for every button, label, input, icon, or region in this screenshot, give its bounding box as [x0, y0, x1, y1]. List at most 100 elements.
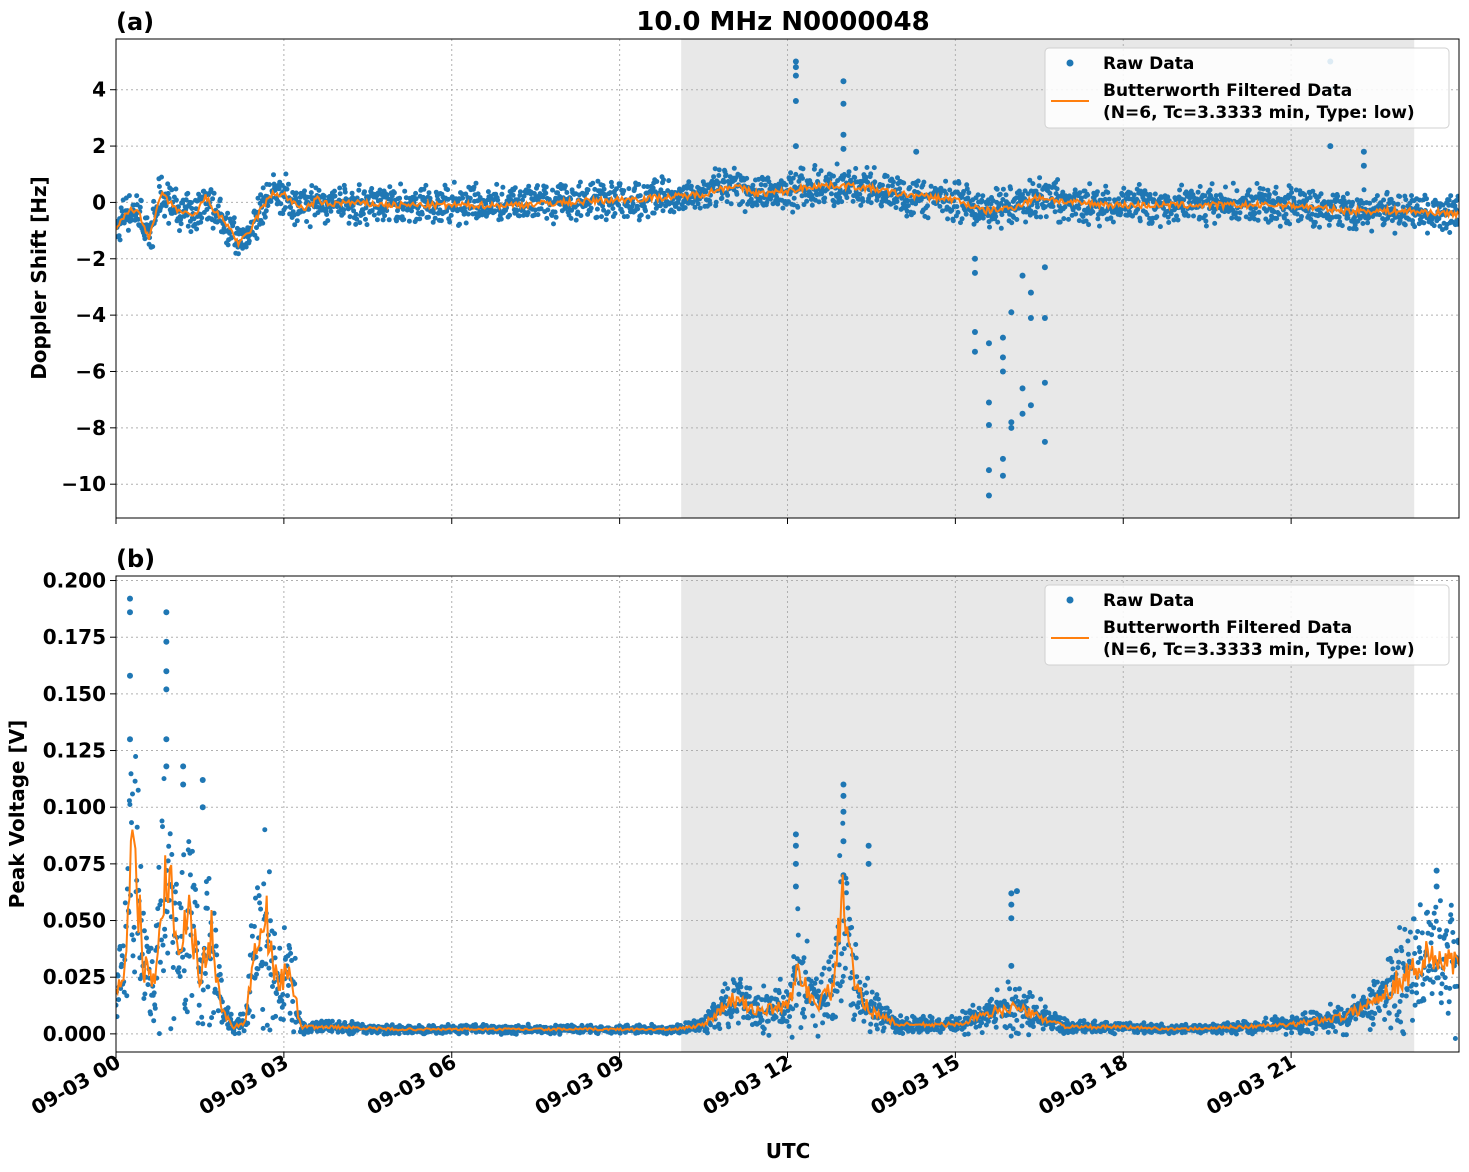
raw-data-point — [1019, 272, 1026, 279]
raw-data-point — [792, 64, 799, 71]
raw-data-point — [840, 78, 847, 85]
raw-data-point — [180, 781, 187, 788]
raw-data-point — [126, 595, 133, 602]
raw-data-point — [999, 455, 1006, 462]
legend-filtered-params: (N=6, Tc=3.3333 min, Type: low) — [1103, 103, 1415, 123]
raw-data-point — [1360, 148, 1367, 155]
raw-data-point — [792, 831, 799, 838]
raw-data-point — [1008, 915, 1015, 922]
legend-box — [1044, 47, 1450, 129]
raw-data-point — [985, 422, 992, 429]
filtered-data-line — [116, 829, 1459, 1032]
raw-data-point — [840, 781, 847, 788]
raw-data-point — [163, 668, 170, 675]
raw-data-point — [1041, 379, 1048, 386]
raw-data-point — [199, 777, 206, 783]
raw-data-point — [840, 792, 847, 799]
raw-data-point — [840, 145, 847, 152]
figure-title: 10.0 MHz N0000048 — [636, 7, 929, 37]
raw-data-band — [116, 754, 1459, 1041]
legend-raw-label: Raw Data — [1103, 54, 1194, 74]
y-tick-label: 0.125 — [43, 739, 106, 763]
raw-data-point — [865, 842, 872, 849]
raw-data-point — [792, 72, 799, 79]
x-tick-label: 09-03 09 — [531, 1050, 629, 1120]
raw-data-point — [913, 148, 920, 155]
raw-data-point — [1041, 314, 1048, 321]
raw-data-point — [1433, 883, 1440, 890]
raw-data-point — [1013, 888, 1020, 895]
y-tick-label: −6 — [75, 359, 106, 383]
raw-data-point — [163, 736, 170, 743]
legend-filtered-label: Butterworth Filtered Data — [1103, 81, 1352, 101]
raw-data-point — [840, 838, 847, 845]
raw-data-point — [865, 860, 872, 867]
raw-data-point — [792, 842, 799, 849]
raw-data-point — [985, 467, 992, 474]
raw-data-point — [1019, 385, 1026, 392]
panel-a-label: (a) — [116, 8, 154, 36]
x-tick-label: 09-03 21 — [1202, 1050, 1300, 1120]
legend-filtered-label: Butterworth Filtered Data — [1103, 618, 1352, 638]
y-tick-label: 0.025 — [43, 965, 106, 989]
y-tick-label: 0.000 — [43, 1022, 106, 1046]
raw-data-point — [1019, 410, 1026, 417]
panel-b-plot: 0.200 0.175 0.150 0.125 0.100 0.075 0.050 0.025… — [43, 569, 1460, 1058]
y-tick-label: −10 — [61, 472, 106, 496]
panel-b-y-axis-label: Peak Voltage [V] — [5, 720, 29, 909]
raw-data-point — [971, 329, 978, 336]
raw-data-point — [1008, 962, 1015, 969]
raw-data-point — [1008, 419, 1015, 426]
raw-data-point — [1027, 402, 1034, 409]
raw-data-point — [792, 860, 799, 867]
raw-data-point — [792, 58, 799, 65]
raw-data-point — [971, 348, 978, 355]
raw-data-point — [792, 883, 799, 890]
raw-data-point — [163, 638, 170, 645]
raw-data-point — [1041, 438, 1048, 445]
raw-data-band — [116, 161, 1459, 257]
raw-data-point — [985, 340, 992, 347]
raw-data-point — [999, 354, 1006, 361]
legend-raw-marker — [1066, 596, 1074, 604]
legend-box — [1044, 584, 1450, 666]
raw-data-point — [999, 368, 1006, 375]
x-axis-label: UTC — [766, 1139, 811, 1163]
raw-data-point — [840, 131, 847, 138]
x-tick-label: 09-03 00 — [27, 1050, 125, 1120]
raw-data-point — [1008, 890, 1015, 897]
raw-data-point — [1041, 264, 1048, 271]
legend-filtered-params: (N=6, Tc=3.3333 min, Type: low) — [1103, 640, 1415, 660]
raw-data-point — [840, 100, 847, 107]
raw-data-point — [971, 255, 978, 262]
raw-data-point — [126, 736, 133, 743]
raw-data-point — [126, 609, 133, 616]
shared-x-axis: 09-03 00 09-03 03 09-03 06 09-03 09 09-03 12… — [27, 1050, 1300, 1120]
raw-data-point — [985, 399, 992, 406]
raw-data-point — [126, 672, 133, 679]
legend: Raw Data Butterworth Filtered Data(N=6, T… — [1044, 47, 1450, 129]
raw-data-point — [792, 97, 799, 104]
y-tick-label: 0.200 — [43, 569, 106, 593]
y-tick-label: −4 — [75, 303, 106, 327]
y-tick-label: 0 — [92, 190, 106, 214]
raw-data-point — [971, 269, 978, 276]
filtered-data — [116, 179, 1459, 249]
raw-data-point — [1008, 309, 1015, 316]
y-tick-label: 0.100 — [43, 795, 106, 819]
raw-data-point — [792, 143, 799, 150]
raw-data-points — [116, 595, 1459, 1041]
raw-data-point — [163, 609, 170, 616]
legend: Raw Data Butterworth Filtered Data(N=6, T… — [1044, 584, 1450, 666]
legend-raw-label: Raw Data — [1103, 591, 1194, 611]
y-tick-label: 4 — [92, 78, 106, 102]
y-tick-label: −2 — [75, 247, 106, 271]
raw-data-point — [1008, 901, 1015, 908]
raw-data-point — [1433, 867, 1440, 874]
raw-data-point — [840, 808, 847, 815]
raw-data-point — [1327, 143, 1334, 150]
x-tick-label: 09-03 06 — [363, 1050, 461, 1120]
y-tick-label: 0.075 — [43, 852, 106, 876]
filtered-data — [116, 829, 1459, 1032]
